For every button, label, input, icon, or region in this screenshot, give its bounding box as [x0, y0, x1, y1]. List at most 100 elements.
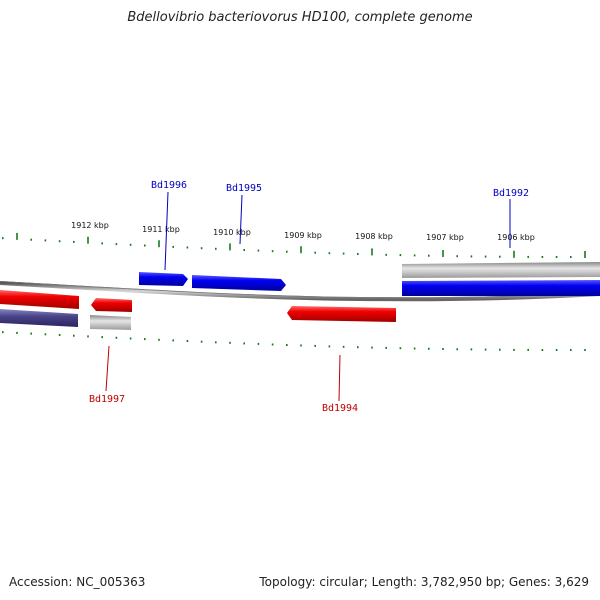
gene-feature-gray-upper: [402, 262, 600, 278]
minor-tick: [200, 340, 203, 343]
minor-tick: [115, 243, 118, 246]
minor-tick: [342, 252, 345, 255]
minor-tick: [44, 333, 47, 336]
minor-tick: [499, 255, 501, 258]
minor-tick: [342, 345, 345, 348]
minor-tick: [243, 249, 245, 251]
gene-feature-gray-lower: [90, 315, 131, 330]
minor-tick: [555, 349, 558, 351]
major-tick: [513, 250, 515, 258]
tick-label: 1909 kbp: [284, 231, 322, 240]
leader-line-bd1997: [105, 345, 110, 392]
minor-tick: [314, 251, 316, 254]
minor-tick: [129, 243, 132, 246]
minor-tick: [357, 346, 359, 349]
minor-tick: [399, 254, 402, 257]
genome-summary-label: Topology: circular; Length: 3,782,950 bp…: [259, 575, 589, 589]
tick-label: 1912 kbp: [71, 221, 109, 230]
minor-tick: [328, 252, 331, 255]
gene-feature-bd1994[interactable]: [287, 306, 396, 322]
minor-tick: [73, 334, 75, 337]
gene-feature-bd1992[interactable]: [402, 280, 600, 296]
minor-tick: [385, 346, 387, 349]
leader-line-bd1995: [239, 194, 243, 245]
minor-tick: [413, 347, 416, 350]
minor-tick: [44, 239, 47, 242]
minor-tick: [30, 332, 32, 335]
minor-tick: [527, 348, 529, 351]
minor-tick: [513, 348, 515, 351]
minor-tick: [442, 348, 444, 350]
minor-tick: [144, 338, 146, 341]
minor-tick: [200, 247, 203, 250]
minor-tick: [428, 254, 430, 257]
major-tick: [300, 246, 302, 254]
leader-line-bd1996: [164, 191, 169, 271]
major-tick: [229, 243, 231, 251]
minor-tick: [101, 242, 103, 245]
genome-title: Bdellovibrio bacteriovorus HD100, comple…: [127, 10, 473, 25]
minor-tick: [2, 237, 4, 240]
minor-tick: [555, 256, 558, 258]
minor-tick: [172, 339, 174, 342]
gene-label-bd1996[interactable]: Bd1996: [151, 180, 187, 191]
minor-tick: [158, 338, 160, 341]
minor-tick: [243, 342, 245, 345]
minor-tick: [2, 331, 4, 334]
genome-backbone: [0, 281, 600, 302]
leader-line-bd1994: [338, 354, 341, 402]
minor-tick: [428, 347, 430, 350]
gene-feature-bd1996[interactable]: [139, 272, 188, 286]
minor-tick: [541, 349, 544, 351]
gene-feature-red-left: [0, 290, 79, 309]
minor-tick: [186, 340, 189, 342]
minor-tick: [30, 238, 32, 241]
gene-label-bd1992[interactable]: Bd1992: [493, 188, 529, 199]
tick-label: 1906 kbp: [497, 233, 535, 242]
minor-tick: [371, 346, 373, 349]
minor-tick: [172, 245, 174, 248]
minor-tick: [484, 348, 487, 351]
tick-label: 1908 kbp: [355, 232, 393, 241]
minor-tick: [499, 348, 501, 351]
minor-tick: [456, 348, 458, 351]
gene-label-bd1997[interactable]: Bd1997: [89, 394, 125, 405]
major-tick: [584, 251, 586, 258]
minor-tick: [271, 250, 274, 253]
minor-tick: [58, 334, 61, 336]
major-tick: [158, 240, 160, 248]
minor-tick: [470, 348, 473, 351]
minor-tick: [484, 255, 487, 258]
minor-tick: [101, 336, 103, 339]
minor-tick: [215, 247, 217, 250]
tick-label: 1907 kbp: [426, 233, 464, 242]
minor-tick: [314, 344, 316, 347]
minor-tick: [527, 255, 529, 258]
gene-feature-bd1997[interactable]: [91, 298, 132, 312]
tick-row-top: [2, 232, 586, 258]
gene-label-bd1994[interactable]: Bd1994: [322, 403, 358, 414]
minor-tick: [570, 349, 572, 351]
tick-row-bottom: [2, 331, 586, 351]
major-tick: [442, 250, 444, 257]
minor-tick: [271, 343, 274, 346]
minor-tick: [286, 250, 288, 253]
gene-feature-bd1995[interactable]: [192, 275, 286, 291]
minor-tick: [58, 240, 61, 243]
minor-tick: [286, 344, 288, 346]
minor-tick: [257, 342, 260, 345]
major-tick: [16, 232, 18, 240]
minor-tick: [570, 256, 572, 258]
minor-tick: [584, 349, 586, 351]
minor-tick: [300, 344, 302, 347]
minor-tick: [399, 347, 402, 350]
minor-tick: [115, 336, 118, 339]
minor-tick: [215, 341, 217, 344]
minor-tick: [229, 341, 231, 344]
minor-tick: [87, 335, 89, 338]
minor-tick: [413, 254, 416, 257]
minor-tick: [257, 249, 260, 252]
gene-label-bd1995[interactable]: Bd1995: [226, 183, 262, 194]
tick-label: 1911 kbp: [142, 225, 180, 234]
